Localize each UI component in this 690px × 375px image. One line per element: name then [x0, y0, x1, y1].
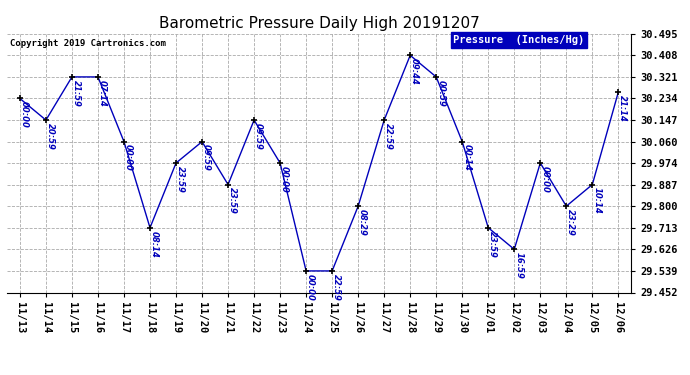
- Text: 23:59: 23:59: [228, 188, 237, 214]
- Title: Barometric Pressure Daily High 20191207: Barometric Pressure Daily High 20191207: [159, 16, 480, 31]
- Text: 16:59: 16:59: [514, 252, 523, 279]
- Text: 22:59: 22:59: [332, 274, 341, 301]
- Text: 08:29: 08:29: [358, 209, 367, 236]
- Text: 09:44: 09:44: [410, 58, 420, 85]
- Text: 00:00: 00:00: [306, 274, 315, 301]
- Text: 20:59: 20:59: [46, 123, 55, 150]
- Text: 10:14: 10:14: [592, 188, 601, 214]
- Text: 21:14: 21:14: [618, 95, 627, 122]
- Text: 00:14: 00:14: [462, 144, 471, 171]
- Text: 08:14: 08:14: [150, 231, 159, 257]
- Text: 23:59: 23:59: [489, 231, 497, 257]
- Text: 23:59: 23:59: [176, 166, 185, 193]
- Text: 00:59: 00:59: [436, 80, 445, 106]
- Text: 07:14: 07:14: [98, 80, 107, 106]
- Text: 00:00: 00:00: [280, 166, 289, 193]
- Text: 09:59: 09:59: [202, 144, 211, 171]
- Text: 00:00: 00:00: [20, 101, 29, 128]
- Text: 00:00: 00:00: [540, 166, 549, 193]
- Text: 00:00: 00:00: [124, 144, 133, 171]
- Text: 22:59: 22:59: [384, 123, 393, 150]
- Text: Copyright 2019 Cartronics.com: Copyright 2019 Cartronics.com: [10, 39, 166, 48]
- Text: 21:59: 21:59: [72, 80, 81, 106]
- Text: 23:29: 23:29: [566, 209, 575, 236]
- Text: 09:59: 09:59: [254, 123, 263, 150]
- Text: Pressure  (Inches/Hg): Pressure (Inches/Hg): [453, 35, 584, 45]
